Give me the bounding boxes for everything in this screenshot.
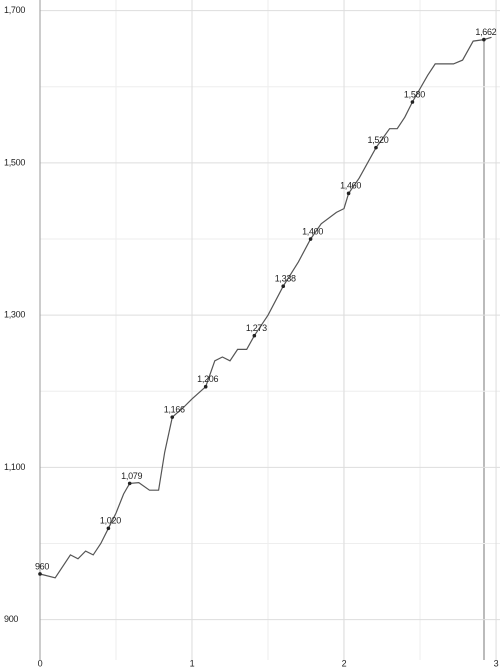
point	[203, 384, 208, 389]
point	[127, 481, 132, 486]
data-label: 1,400	[302, 226, 323, 236]
point	[410, 100, 415, 104]
point	[374, 145, 378, 150]
data-label: 1,166	[164, 405, 185, 415]
point	[106, 526, 111, 531]
line	[39, 36, 492, 579]
data-label: 960	[35, 561, 49, 571]
x-tick-label: 2	[342, 658, 347, 668]
x-tick-label: 3	[494, 658, 499, 668]
data-label: 1,020	[100, 516, 121, 526]
data-label: 1,662	[475, 27, 496, 37]
x-tick-label: 1	[190, 658, 195, 668]
point	[308, 237, 313, 241]
y-tick-label: 1,300	[4, 310, 25, 320]
data-label: 1,273	[246, 323, 267, 333]
data-label: 1,206	[197, 374, 218, 384]
data-label: 1,338	[275, 274, 296, 284]
y-tick-label: 1,100	[4, 462, 25, 472]
point	[346, 191, 351, 196]
point	[38, 572, 42, 576]
point	[252, 333, 257, 338]
point	[170, 415, 175, 419]
y-tick-label: 900	[4, 614, 18, 624]
point	[281, 284, 286, 289]
x-tick-label: 0	[38, 658, 43, 668]
data-label: 1,460	[340, 181, 361, 191]
data-label: 1,079	[121, 471, 142, 481]
data-label: 1,520	[367, 135, 388, 145]
data-label: 1,580	[404, 89, 425, 99]
point	[482, 37, 486, 42]
y-tick-label: 1,700	[4, 5, 25, 15]
y-tick-label: 1,500	[4, 157, 25, 167]
